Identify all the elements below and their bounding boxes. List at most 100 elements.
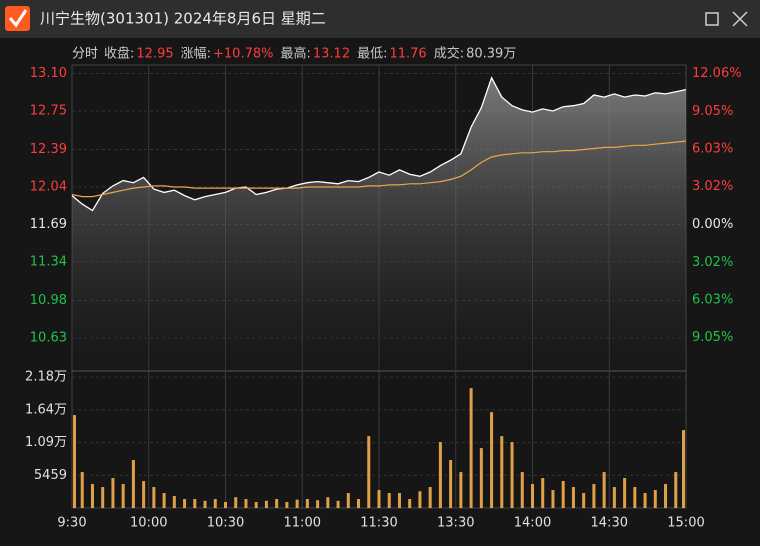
app-icon-check <box>8 9 28 28</box>
volume-bar <box>295 499 299 508</box>
volume-bar <box>397 493 401 508</box>
maximize-button[interactable] <box>705 12 719 26</box>
y-tick-label: 1.64万 <box>25 402 67 417</box>
volume-bar <box>162 493 166 508</box>
volume-bar <box>121 484 125 508</box>
volume-bar <box>469 388 473 508</box>
average-line <box>71 140 687 198</box>
info-value: +10.78% <box>213 47 273 62</box>
volume-bar <box>213 499 217 508</box>
y-tick-label: 10.63 <box>30 330 67 345</box>
price-area <box>72 77 686 371</box>
window-title: 川宁生物(301301) 2024年8月6日 星期二 <box>40 10 326 28</box>
x-tick-label: 15:00 <box>667 516 704 531</box>
volume-bar <box>142 481 146 508</box>
y2-tick-label: 0.00% <box>692 217 733 232</box>
volume-bar <box>275 499 279 508</box>
volume-bar <box>193 499 197 508</box>
volume-bar <box>561 481 565 508</box>
volume-bar <box>592 484 596 508</box>
y-tick-label: 2.18万 <box>25 370 67 385</box>
x-tick-label: 13:30 <box>437 516 474 531</box>
volume-bar <box>653 490 657 508</box>
y-tick-label: 12.39 <box>30 142 67 157</box>
volume-bar <box>541 478 545 508</box>
info-value: 11.76 <box>389 47 426 62</box>
info-value: 12.95 <box>136 47 173 62</box>
volume-bar <box>490 412 494 508</box>
close-button[interactable] <box>732 11 748 27</box>
volume-bar <box>285 502 289 508</box>
volume-bar <box>582 493 586 508</box>
info-label: 收盘: <box>104 46 134 62</box>
title-bar <box>0 0 760 38</box>
volume-bar <box>623 478 627 508</box>
volume-bar <box>326 497 330 508</box>
x-tick-label: 11:00 <box>284 516 321 531</box>
y-tick-label: 12.75 <box>30 104 67 119</box>
volume-bar <box>531 484 534 508</box>
volume-bar <box>73 415 76 508</box>
volume-bar <box>408 499 412 508</box>
volume-bar <box>428 487 432 508</box>
info-label: 最低: <box>357 47 387 62</box>
volume-bar <box>234 497 238 508</box>
volume-bar <box>172 496 176 508</box>
volume-bar <box>438 442 442 508</box>
volume-bar <box>633 487 637 508</box>
volume-bar <box>131 460 135 508</box>
volume-bar <box>510 442 514 508</box>
volume-bar <box>387 493 391 508</box>
info-line: 分时 收盘: 12.95 涨幅: +10.78% 最高: 13.12 最低: 11.76 成交: 8… <box>72 46 516 62</box>
volume-bar <box>602 472 606 508</box>
y2-tick-label: 9.05% <box>692 330 733 345</box>
y-tick-label: 1.09万 <box>25 435 67 450</box>
volume-bar <box>367 436 371 508</box>
info-label: 成交: <box>434 46 464 62</box>
y-tick-label: 11.34 <box>30 254 67 269</box>
info-value: 13.12 <box>313 47 350 62</box>
x-tick-label: 9:30 <box>57 516 86 531</box>
x-tick-label: 14:00 <box>514 516 551 531</box>
volume-bar <box>244 499 248 508</box>
y2-tick-label: 9.05% <box>692 104 733 119</box>
x-tick-label: 10:00 <box>130 516 167 531</box>
volume-bar <box>336 500 340 508</box>
volume-bar <box>357 499 361 508</box>
volume-bar <box>224 502 227 508</box>
volume-bar <box>90 484 94 508</box>
volume-bar <box>80 472 84 508</box>
y2-tick-label: 6.03% <box>692 292 733 307</box>
volume-bar <box>152 487 156 508</box>
volume-bar <box>111 478 115 508</box>
y-tick-label: 13.10 <box>30 66 67 81</box>
info-label: 涨幅: <box>181 47 211 62</box>
price-line <box>71 76 687 212</box>
x-tick-label: 10:30 <box>207 516 244 531</box>
volume-bar <box>674 472 678 508</box>
volume-bar <box>571 487 575 508</box>
volume-bar <box>418 491 422 508</box>
volume-bar <box>551 490 555 508</box>
info-value: 80.39万 <box>466 47 516 62</box>
volume-bar <box>183 499 187 508</box>
y-tick-label: 12.04 <box>30 180 67 195</box>
info-mode: 分时 <box>72 47 98 62</box>
volume-bar <box>377 490 381 508</box>
y2-tick-label: 12.06% <box>692 66 742 81</box>
volume-bar <box>500 436 504 508</box>
volume-bar <box>664 484 668 508</box>
app-icon <box>5 6 30 31</box>
x-tick-label: 14:30 <box>591 516 628 531</box>
volume-bar <box>264 500 268 508</box>
volume-bar <box>612 487 616 508</box>
volume-bar <box>101 487 105 508</box>
x-tick-label: 11:30 <box>360 516 397 531</box>
y2-tick-label: 3.02% <box>692 179 733 194</box>
volume-bar <box>520 472 524 508</box>
y2-tick-label: 3.02% <box>692 255 733 270</box>
y-tick-label: 10.98 <box>30 293 67 308</box>
info-label: 最高: <box>280 46 310 62</box>
volume-bar <box>254 502 258 508</box>
